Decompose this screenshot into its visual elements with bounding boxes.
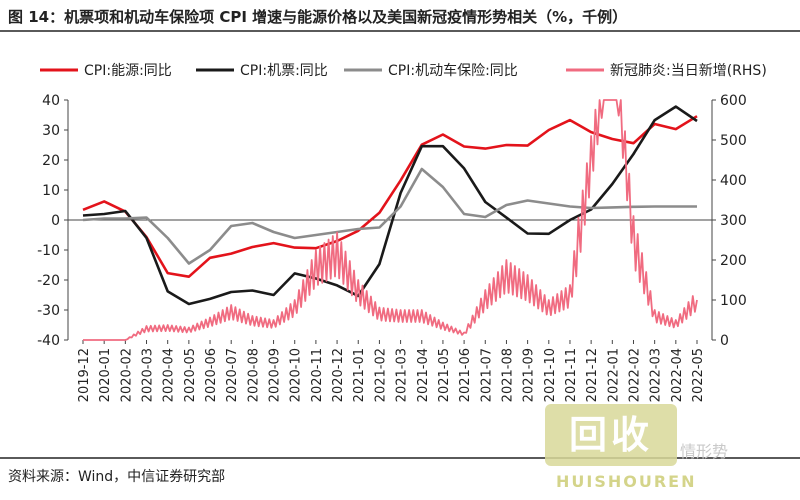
x-tick-label: 2021-12: [585, 348, 600, 402]
legend-label: 新冠肺炎:当日新增(RHS): [610, 63, 767, 79]
x-tick-label: 2021-04: [416, 348, 431, 402]
watermark-logo-text: 回收: [568, 413, 653, 457]
right-tick-label: 200: [720, 253, 747, 269]
right-tick-label: 400: [720, 173, 747, 189]
legend-label: CPI:机票:同比: [240, 63, 328, 79]
x-tick-label: 2020-11: [310, 348, 325, 402]
x-tick-label: 2022-02: [627, 348, 642, 402]
series-line: [83, 99, 698, 341]
series-line: [82, 115, 698, 278]
x-tick-label: 2020-08: [246, 348, 261, 402]
x-tick-label: 2020-09: [268, 348, 283, 402]
left-tick-label: -20: [37, 273, 60, 289]
x-tick-label: 2020-04: [162, 348, 177, 402]
right-tick-label: 300: [720, 213, 747, 229]
x-tick-label: 2019-12: [77, 348, 92, 402]
x-tick-label: 2021-05: [437, 348, 452, 402]
x-tick-label: 2021-10: [543, 348, 558, 402]
x-tick-label: 2020-02: [119, 348, 134, 402]
x-tick-label: 2021-08: [500, 348, 515, 402]
series-line: [82, 167, 697, 265]
x-tick-label: 2022-05: [691, 348, 706, 402]
left-tick-label: 20: [42, 153, 60, 169]
x-tick-label: 2022-03: [649, 348, 664, 402]
watermark-side-text: 情形势: [680, 442, 729, 461]
x-tick-label: 2021-02: [373, 348, 388, 402]
x-tick-label: 2021-11: [564, 348, 579, 402]
x-tick-label: 2021-07: [479, 348, 494, 402]
x-tick-label: 2020-12: [331, 348, 346, 402]
source-note: 资料来源：Wind，中信证券研究部: [8, 469, 226, 485]
x-tick-label: 2022-04: [670, 348, 685, 402]
left-tick-label: 0: [51, 213, 60, 229]
bottom-rule: [0, 457, 800, 459]
watermark-brand: HUISHOUREN: [556, 472, 697, 491]
series-line: [82, 105, 698, 306]
x-tick-label: 2022-01: [606, 348, 621, 402]
x-tick-label: 2021-09: [522, 348, 537, 402]
x-tick-label: 2020-01: [98, 348, 113, 402]
right-tick-label: 0: [720, 333, 729, 349]
legend-label: CPI:机动车保险:同比: [388, 62, 518, 79]
legend-label: CPI:能源:同比: [84, 63, 172, 79]
x-tick-label: 2020-10: [289, 348, 304, 402]
x-tick-label: 2021-01: [352, 348, 367, 402]
left-tick-label: 10: [42, 183, 60, 199]
x-tick-label: 2020-05: [183, 348, 198, 402]
left-tick-label: -10: [37, 243, 60, 259]
left-tick-label: -30: [37, 303, 60, 319]
left-tick-label: 30: [42, 123, 60, 139]
chart-title: 图 14：机票项和机动车保险项 CPI 增速与能源价格以及美国新冠疫情形势相关（…: [8, 8, 628, 26]
left-tick-label: -40: [37, 333, 60, 349]
right-tick-label: 600: [720, 93, 747, 109]
right-tick-label: 500: [720, 133, 747, 149]
watermark-logo: 回收: [545, 404, 677, 466]
x-tick-label: 2020-07: [225, 348, 240, 402]
right-tick-label: 100: [720, 293, 747, 309]
top-rule: [0, 30, 800, 32]
x-tick-label: 2020-06: [204, 348, 219, 402]
x-tick-label: 2020-03: [141, 348, 156, 402]
left-tick-label: 40: [42, 93, 60, 109]
x-tick-label: 2021-03: [395, 348, 410, 402]
x-tick-label: 2021-06: [458, 348, 473, 402]
chart-area: -40-30-20-100102030400100200300400500600…: [37, 62, 767, 402]
